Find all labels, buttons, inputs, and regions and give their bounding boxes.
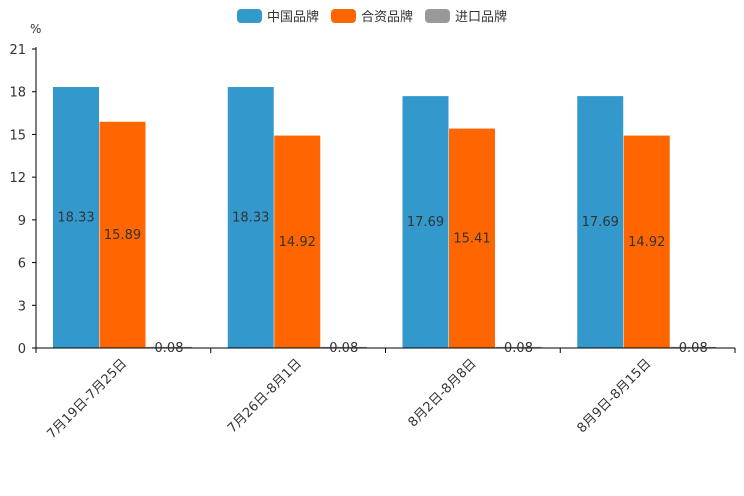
bar-3-1[interactable] bbox=[146, 346, 192, 348]
bar-2-4[interactable] bbox=[623, 135, 670, 348]
y-tick-label: 15 bbox=[9, 128, 26, 143]
legend-item-import[interactable]: 进口品牌 bbox=[425, 6, 507, 25]
legend-swatch-china bbox=[236, 8, 262, 23]
x-tick-label-1: 7月19日-7月25日 bbox=[44, 356, 130, 442]
data-label-1-1: 18.33 bbox=[57, 211, 94, 226]
bar-1-3[interactable] bbox=[402, 96, 449, 348]
legend-item-joint[interactable]: 合资品牌 bbox=[330, 6, 413, 25]
legend-label-china: 中国品牌 bbox=[266, 10, 319, 25]
data-label-3-1: 0.08 bbox=[155, 341, 184, 356]
data-label-2-2: 14.92 bbox=[279, 235, 316, 250]
y-tick-label: 21 bbox=[9, 43, 26, 58]
bar-3-3[interactable] bbox=[495, 346, 542, 348]
y-tick-label: 6 bbox=[18, 257, 26, 272]
y-tick-label: 9 bbox=[18, 214, 26, 229]
bar-3-4[interactable] bbox=[670, 346, 717, 348]
y-tick-label: 18 bbox=[9, 86, 26, 101]
data-label-2-3: 15.41 bbox=[453, 231, 490, 246]
legend-swatch-import bbox=[425, 8, 450, 23]
data-label-2-1: 15.89 bbox=[104, 228, 141, 243]
y-tick-label: 0 bbox=[18, 342, 26, 357]
bar-1-4[interactable] bbox=[577, 96, 624, 348]
legend-item-china[interactable]: 中国品牌 bbox=[236, 6, 319, 25]
data-label-3-2: 0.08 bbox=[329, 341, 358, 356]
data-label-3-4: 0.08 bbox=[679, 341, 708, 356]
data-label-1-4: 17.69 bbox=[582, 215, 619, 230]
data-label-1-3: 17.69 bbox=[407, 215, 444, 230]
y-tick-label: 3 bbox=[18, 299, 26, 314]
bar-2-2[interactable] bbox=[274, 135, 321, 348]
legend: 中国品牌 合资品牌 进口品牌 bbox=[0, 6, 744, 25]
bar-1-2[interactable] bbox=[227, 87, 274, 348]
legend-label-import: 进口品牌 bbox=[455, 10, 508, 25]
x-tick-label-4: 8月9日-8月15日 bbox=[575, 356, 655, 436]
data-label-3-3: 0.08 bbox=[504, 341, 533, 356]
bar-2-1[interactable] bbox=[99, 121, 146, 348]
bar-2-3[interactable] bbox=[449, 128, 495, 348]
y-tick-label: 12 bbox=[9, 171, 26, 186]
bar-1-1[interactable] bbox=[53, 87, 99, 348]
y-axis-unit: % bbox=[30, 22, 42, 36]
data-label-1-2: 18.33 bbox=[232, 211, 269, 226]
data-label-2-4: 14.92 bbox=[628, 235, 665, 250]
legend-label-joint: 合资品牌 bbox=[360, 10, 413, 25]
x-tick-label-2: 7月26日-8月1日 bbox=[225, 356, 305, 436]
x-tick-label-3: 8月2日-8月8日 bbox=[406, 356, 480, 430]
bar-3-2[interactable] bbox=[320, 346, 367, 348]
legend-swatch-joint bbox=[330, 8, 356, 23]
